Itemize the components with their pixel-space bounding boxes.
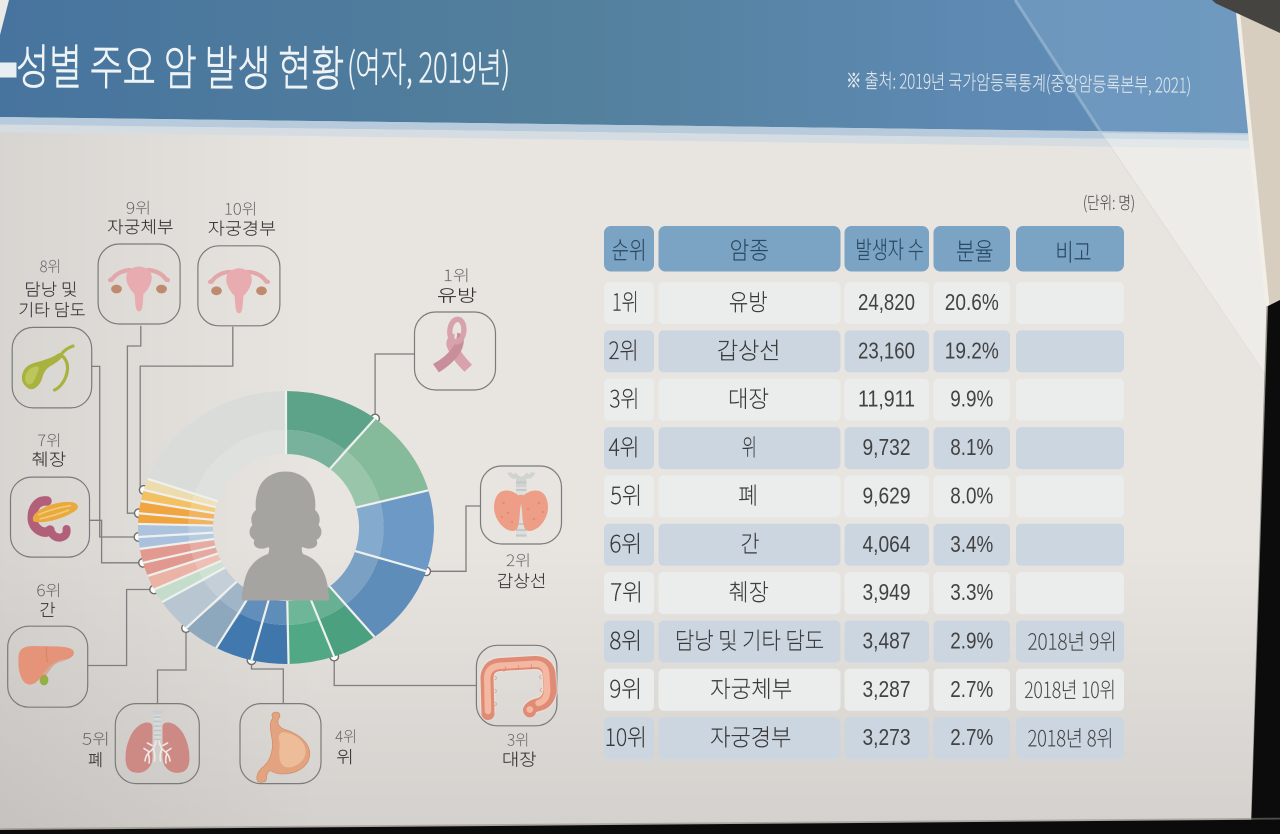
svg-text:2.7%: 2.7% (950, 724, 993, 750)
svg-text:3,287: 3,287 (863, 676, 911, 702)
svg-text:9,732: 9,732 (863, 434, 911, 460)
svg-text:23,160: 23,160 (858, 337, 915, 363)
svg-text:11,911: 11,911 (858, 386, 915, 412)
svg-text:3,487: 3,487 (863, 628, 911, 654)
svg-text:8.1%: 8.1% (950, 434, 993, 460)
svg-text:3,949: 3,949 (863, 579, 911, 605)
svg-text:3,273: 3,273 (863, 724, 911, 750)
svg-text:2.9%: 2.9% (950, 628, 993, 654)
svg-text:24,820: 24,820 (858, 289, 915, 315)
svg-text:9,629: 9,629 (863, 482, 911, 508)
svg-text:9.9%: 9.9% (950, 386, 993, 412)
svg-text:8.0%: 8.0% (950, 482, 993, 508)
svg-text:3.4%: 3.4% (950, 531, 993, 557)
svg-text:2.7%: 2.7% (950, 676, 993, 702)
svg-text:19.2%: 19.2% (945, 337, 999, 363)
svg-text:4,064: 4,064 (863, 531, 911, 557)
svg-text:3.3%: 3.3% (950, 579, 993, 605)
svg-text:20.6%: 20.6% (945, 289, 999, 315)
